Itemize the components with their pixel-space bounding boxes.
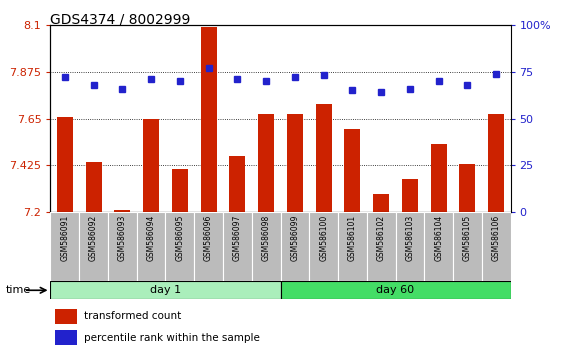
Text: GSM586098: GSM586098: [261, 215, 270, 261]
Text: GSM586102: GSM586102: [376, 215, 385, 261]
Text: GDS4374 / 8002999: GDS4374 / 8002999: [50, 12, 191, 27]
Bar: [258, 114, 274, 212]
Text: percentile rank within the sample: percentile rank within the sample: [84, 332, 260, 343]
Text: GSM586103: GSM586103: [406, 215, 415, 261]
Bar: [453, 212, 482, 281]
Text: time: time: [6, 285, 31, 295]
Text: GSM586091: GSM586091: [61, 215, 70, 261]
Bar: [252, 212, 280, 281]
Bar: [287, 114, 303, 212]
Bar: [143, 119, 159, 212]
Bar: [108, 212, 137, 281]
Bar: [459, 165, 475, 212]
Text: GSM586094: GSM586094: [146, 215, 155, 261]
Bar: [280, 212, 309, 281]
Bar: [402, 179, 418, 212]
Text: GSM586092: GSM586092: [89, 215, 98, 261]
Bar: [373, 194, 389, 212]
Text: GSM586104: GSM586104: [434, 215, 443, 261]
Bar: [137, 212, 165, 281]
Bar: [55, 330, 77, 345]
Bar: [344, 129, 360, 212]
Bar: [165, 212, 194, 281]
Text: GSM586096: GSM586096: [204, 215, 213, 261]
Bar: [172, 169, 188, 212]
Bar: [316, 104, 332, 212]
Text: GSM586101: GSM586101: [348, 215, 357, 261]
Text: GSM586097: GSM586097: [233, 215, 242, 261]
Bar: [229, 156, 245, 212]
Text: GSM586106: GSM586106: [491, 215, 500, 261]
Text: day 60: day 60: [376, 285, 415, 295]
Bar: [309, 212, 338, 281]
Bar: [280, 281, 511, 299]
Bar: [338, 212, 367, 281]
Bar: [431, 144, 447, 212]
Bar: [55, 309, 77, 324]
Text: GSM586095: GSM586095: [176, 215, 185, 261]
Bar: [488, 114, 504, 212]
Text: GSM586093: GSM586093: [118, 215, 127, 261]
Text: day 1: day 1: [150, 285, 181, 295]
Bar: [194, 212, 223, 281]
Bar: [482, 212, 511, 281]
Text: GSM586099: GSM586099: [291, 215, 300, 261]
Bar: [79, 212, 108, 281]
Bar: [223, 212, 252, 281]
Text: GSM586100: GSM586100: [319, 215, 328, 261]
Bar: [114, 210, 130, 212]
Text: GSM586105: GSM586105: [463, 215, 472, 261]
Bar: [396, 212, 424, 281]
Bar: [201, 27, 217, 212]
Bar: [86, 162, 102, 212]
Bar: [367, 212, 396, 281]
Bar: [57, 116, 73, 212]
Text: transformed count: transformed count: [84, 311, 181, 321]
Bar: [50, 281, 280, 299]
Bar: [50, 212, 79, 281]
Bar: [424, 212, 453, 281]
